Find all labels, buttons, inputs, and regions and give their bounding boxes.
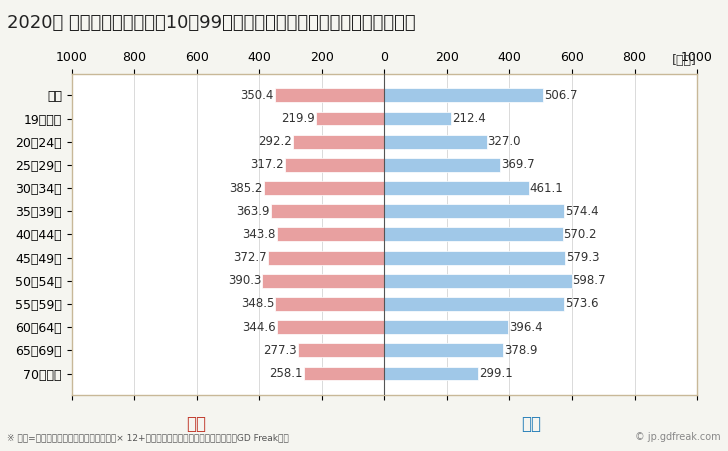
Text: 258.1: 258.1 <box>269 367 303 380</box>
Bar <box>384 367 478 381</box>
Text: 350.4: 350.4 <box>240 89 274 102</box>
Bar <box>384 111 451 125</box>
Bar <box>271 204 384 218</box>
Bar <box>315 111 384 125</box>
Text: ※ 年収=「きまって支給する現金給与額」× 12+「年間賞与その他特別給与額」としてGD Freak推計: ※ 年収=「きまって支給する現金給与額」× 12+「年間賞与その他特別給与額」と… <box>7 433 289 442</box>
Bar <box>384 135 486 149</box>
Text: 327.0: 327.0 <box>488 135 521 148</box>
Text: [万円]: [万円] <box>672 55 697 67</box>
Text: 219.9: 219.9 <box>281 112 314 125</box>
Text: 390.3: 390.3 <box>228 274 261 287</box>
Text: 299.1: 299.1 <box>479 367 513 380</box>
Text: 292.2: 292.2 <box>258 135 292 148</box>
Bar <box>384 320 508 334</box>
Text: 506.7: 506.7 <box>544 89 577 102</box>
Text: 2020年 民間企業（従業者数10〜99人）フルタイム労働者の男女別平均年収: 2020年 民間企業（従業者数10〜99人）フルタイム労働者の男女別平均年収 <box>7 14 416 32</box>
Bar <box>264 181 384 195</box>
Bar <box>274 88 384 102</box>
Bar <box>384 251 566 265</box>
Text: 277.3: 277.3 <box>263 344 297 357</box>
Text: 男性: 男性 <box>521 415 542 433</box>
Text: 461.1: 461.1 <box>529 182 563 194</box>
Text: 女性: 女性 <box>186 415 207 433</box>
Bar <box>384 297 563 311</box>
Text: 574.4: 574.4 <box>565 205 598 218</box>
Text: 570.2: 570.2 <box>563 228 597 241</box>
Bar <box>384 227 563 241</box>
Bar <box>384 343 503 357</box>
Bar <box>384 88 543 102</box>
Text: © jp.gdfreak.com: © jp.gdfreak.com <box>635 432 721 442</box>
Text: 344.6: 344.6 <box>242 321 276 334</box>
Bar <box>384 274 571 288</box>
Text: 369.7: 369.7 <box>501 158 534 171</box>
Text: 378.9: 378.9 <box>504 344 537 357</box>
Text: 317.2: 317.2 <box>250 158 284 171</box>
Bar <box>268 251 384 265</box>
Text: 385.2: 385.2 <box>229 182 263 194</box>
Bar <box>298 343 384 357</box>
Bar <box>293 135 384 149</box>
Text: 348.5: 348.5 <box>241 298 274 310</box>
Bar <box>384 181 529 195</box>
Text: 579.3: 579.3 <box>566 251 600 264</box>
Text: 363.9: 363.9 <box>236 205 269 218</box>
Text: 343.8: 343.8 <box>242 228 276 241</box>
Bar <box>384 204 564 218</box>
Text: 396.4: 396.4 <box>509 321 543 334</box>
Text: 598.7: 598.7 <box>572 274 606 287</box>
Bar <box>277 227 384 241</box>
Text: 372.7: 372.7 <box>233 251 267 264</box>
Bar <box>285 158 384 172</box>
Bar <box>384 158 500 172</box>
Text: 212.4: 212.4 <box>451 112 486 125</box>
Bar <box>304 367 384 381</box>
Bar <box>277 320 384 334</box>
Bar <box>275 297 384 311</box>
Bar <box>262 274 384 288</box>
Text: 573.6: 573.6 <box>565 298 598 310</box>
